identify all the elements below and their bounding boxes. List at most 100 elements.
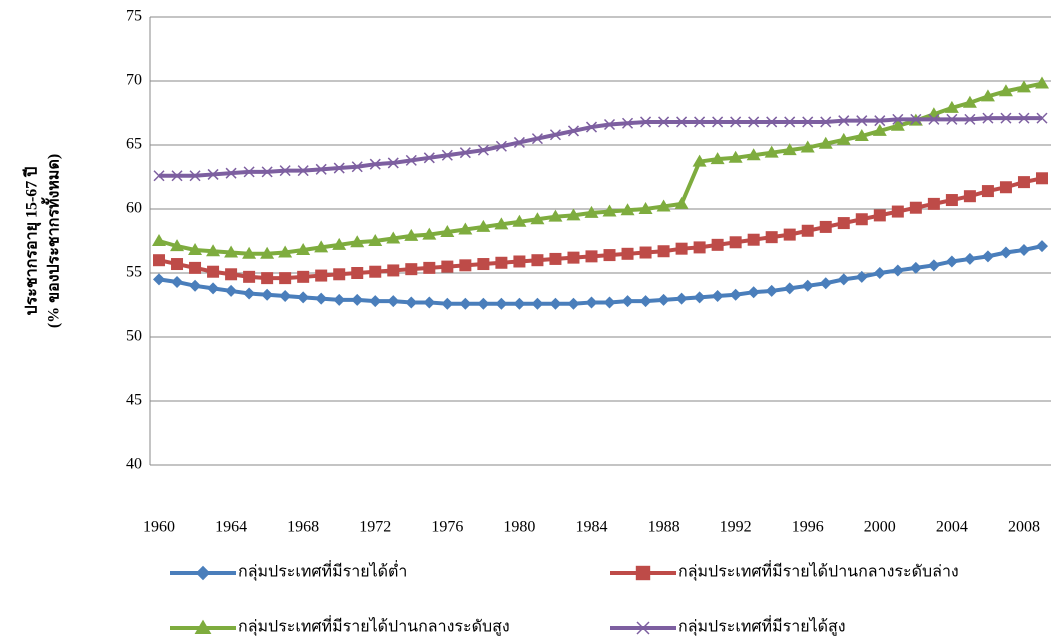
marker: [765, 231, 778, 244]
marker: [495, 256, 508, 269]
marker: [477, 258, 490, 271]
marker: [242, 246, 257, 259]
marker: [170, 239, 185, 252]
marker: [946, 113, 958, 125]
marker: [513, 297, 526, 310]
marker: [602, 204, 617, 217]
x-tick-label: 1984: [575, 519, 607, 536]
marker: [567, 251, 580, 264]
marker: [585, 250, 598, 263]
marker: [567, 125, 580, 137]
marker: [890, 118, 905, 131]
marker: [855, 270, 868, 283]
marker: [801, 224, 814, 237]
legend-label: กลุ่มประเทศที่มีรายได้ปานกลางระดับล่าง: [678, 560, 959, 582]
marker: [998, 84, 1013, 97]
x-tick-label: 1968: [287, 519, 319, 536]
x-tick-label: 2008: [1008, 519, 1040, 536]
marker: [189, 279, 202, 292]
marker: [638, 202, 653, 214]
marker: [910, 113, 922, 125]
marker: [1035, 240, 1048, 253]
marker: [369, 265, 382, 278]
y-tick-label: 50: [126, 328, 142, 345]
marker: [351, 161, 363, 173]
marker: [620, 203, 635, 216]
marker: [279, 165, 291, 177]
marker: [657, 245, 670, 258]
marker: [874, 115, 886, 127]
marker: [927, 197, 940, 210]
marker: [963, 190, 976, 203]
marker: [621, 295, 634, 308]
marker: [333, 162, 345, 174]
marker: [351, 267, 364, 279]
marker: [207, 265, 220, 278]
marker: [404, 228, 419, 241]
marker: [459, 297, 472, 310]
marker: [820, 116, 832, 128]
marker: [819, 220, 832, 233]
marker: [495, 297, 508, 310]
x-tick-label: 1992: [720, 519, 752, 536]
marker: [260, 246, 275, 259]
marker: [189, 170, 201, 182]
marker: [297, 270, 310, 283]
marker: [1036, 112, 1048, 124]
marker: [640, 116, 652, 128]
marker: [513, 136, 525, 148]
marker: [621, 247, 634, 260]
marker: [836, 132, 851, 145]
marker: [441, 260, 454, 273]
marker: [261, 272, 274, 285]
marker: [729, 288, 742, 301]
marker: [656, 199, 671, 212]
marker: [459, 147, 471, 159]
marker: [945, 194, 958, 207]
marker: [891, 264, 904, 277]
marker: [891, 205, 904, 218]
marker: [494, 217, 509, 230]
marker: [964, 113, 976, 125]
marker: [261, 288, 274, 301]
marker: [549, 297, 562, 310]
y-tick-label: 70: [126, 72, 142, 89]
y-tick-label: 75: [126, 8, 142, 25]
marker: [386, 231, 401, 244]
y-tick-label: 55: [126, 264, 142, 281]
marker: [728, 150, 743, 163]
marker: [746, 148, 761, 161]
marker: [692, 154, 707, 167]
marker: [512, 214, 527, 227]
marker: [477, 297, 490, 310]
marker: [225, 284, 238, 297]
marker: [314, 240, 329, 253]
marker: [531, 133, 543, 145]
marker: [711, 238, 724, 251]
marker: [422, 227, 437, 240]
marker: [387, 295, 400, 308]
marker: [585, 121, 598, 133]
marker: [658, 116, 670, 128]
marker: [584, 205, 599, 218]
marker: [818, 136, 833, 149]
marker: [531, 297, 544, 310]
marker: [188, 242, 203, 255]
x-tick-label: 1980: [503, 519, 535, 536]
marker: [477, 144, 489, 156]
x-tick-label: 2004: [936, 519, 968, 536]
marker: [495, 140, 507, 152]
marker: [243, 166, 255, 178]
marker: [621, 117, 634, 129]
marker: [945, 255, 958, 268]
marker: [657, 293, 670, 306]
marker: [675, 292, 688, 305]
marker: [243, 287, 256, 300]
marker: [730, 116, 742, 128]
marker: [549, 252, 562, 265]
y-axis-label: (% ของประชากรทั้งหมด): [41, 154, 63, 328]
marker: [243, 270, 256, 283]
marker: [909, 261, 922, 274]
marker: [225, 268, 238, 281]
marker: [999, 246, 1012, 259]
